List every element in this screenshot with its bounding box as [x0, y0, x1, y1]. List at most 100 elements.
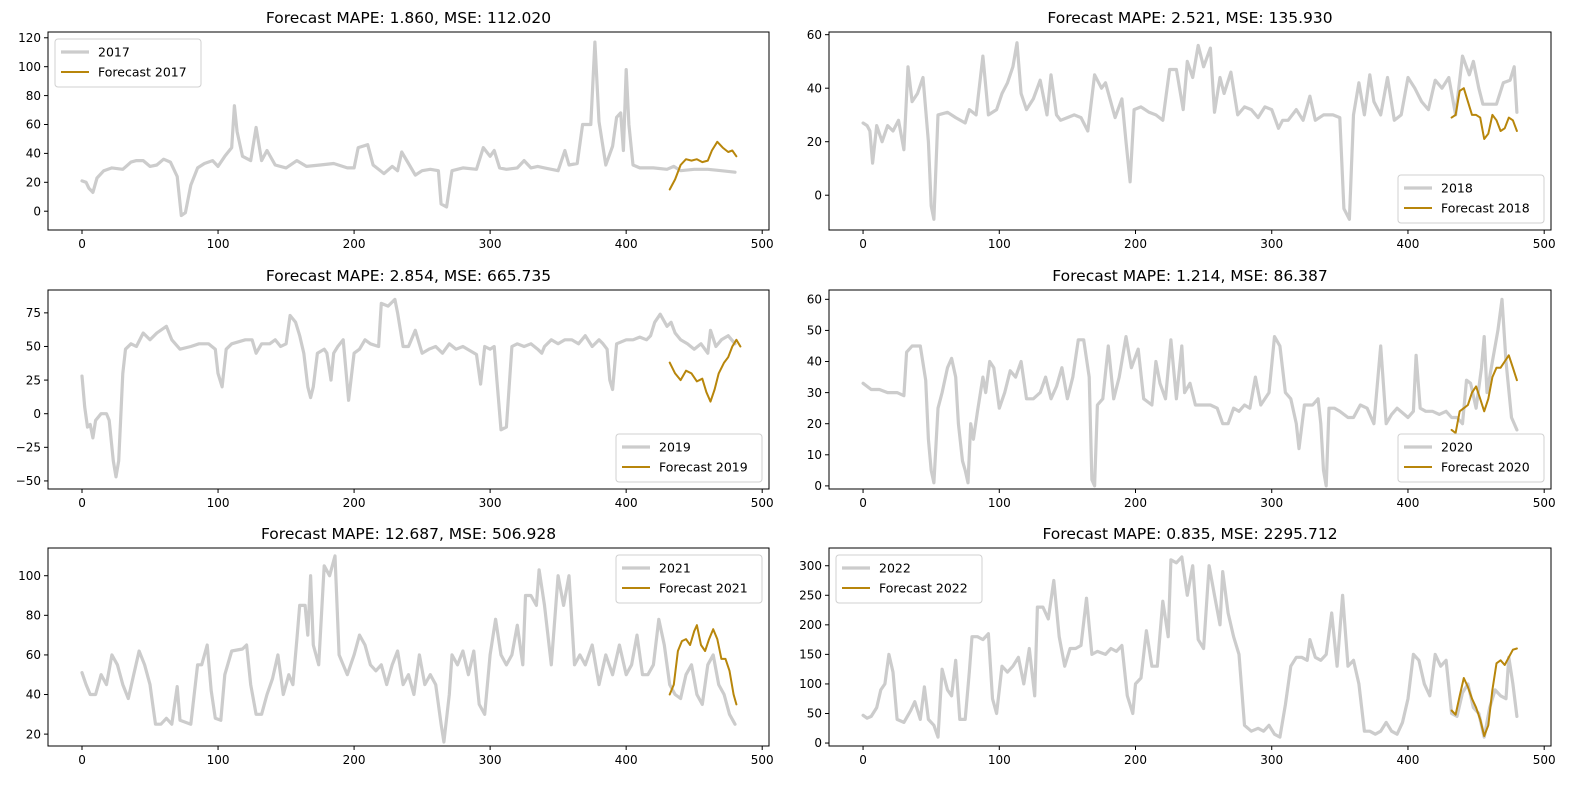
axes-frame [47, 31, 770, 231]
legend-label: Forecast 2020 [1441, 460, 1530, 475]
legend-label: Forecast 2021 [659, 581, 748, 596]
x-tick-label: 400 [1397, 753, 1420, 767]
y-tick-label: 100 [18, 569, 41, 583]
y-tick-label: 100 [18, 60, 41, 74]
legend-box [1397, 174, 1545, 224]
x-tick-label: 300 [1260, 496, 1283, 510]
x-tick-label: 300 [479, 753, 502, 767]
forecast-series-line [1450, 647, 1518, 737]
legend: 2018 Forecast 2018 [1397, 174, 1545, 224]
subplot-6: Forecast MAPE: 0.835, MSE: 2295.712 0 100 2… [799, 525, 1556, 767]
subplot-1: Forecast MAPE: 1.860, MSE: 112.020 0 100 20… [18, 9, 774, 251]
x-tick-label: 500 [1533, 753, 1556, 767]
legend-label: Forecast 2019 [659, 460, 748, 475]
x-tick-label: 500 [1533, 496, 1556, 510]
y-tick-label: 20 [26, 176, 41, 190]
x-tick-label: 400 [1397, 237, 1420, 251]
y-tick-label: 0 [814, 188, 822, 202]
y-tick-label: 0 [814, 736, 822, 750]
legend-box [1397, 433, 1545, 483]
y-tick-label: 20 [26, 727, 41, 741]
legend: 2017 Forecast 2017 [54, 38, 202, 88]
legend-box [835, 554, 983, 604]
x-tick-label: 100 [988, 237, 1011, 251]
x-tick-label: 0 [78, 496, 86, 510]
y-tick-label: 40 [26, 147, 41, 161]
legend-label: 2017 [98, 45, 130, 60]
y-tick-label: −25 [16, 441, 41, 455]
y-tick-label: 40 [807, 355, 822, 369]
actual-series-line [861, 41, 1519, 221]
x-tick-label: 200 [1124, 753, 1147, 767]
x-tick-label: 200 [343, 753, 366, 767]
actual-series-line [80, 297, 737, 479]
legend-label: 2020 [1441, 440, 1473, 455]
y-tick-label: 30 [807, 386, 822, 400]
y-tick-label: 100 [799, 677, 822, 691]
actual-series-line [80, 40, 737, 218]
actual-series-line [861, 555, 1519, 739]
x-tick-label: 0 [859, 496, 867, 510]
x-tick-label: 100 [988, 496, 1011, 510]
y-tick-label: 60 [26, 648, 41, 662]
x-tick-label: 200 [1124, 237, 1147, 251]
y-tick-label: 60 [26, 118, 41, 132]
subplot-2: Forecast MAPE: 2.521, MSE: 135.930 0 100 20… [807, 9, 1556, 251]
axes-frame [828, 289, 1552, 490]
legend-label: Forecast 2018 [1441, 201, 1530, 216]
axes-frame [47, 289, 770, 490]
forecast-series-line [1450, 354, 1518, 434]
x-tick-label: 300 [1260, 753, 1283, 767]
subplot-title: Forecast MAPE: 12.687, MSE: 506.928 [261, 525, 556, 543]
x-tick-label: 400 [615, 496, 638, 510]
y-tick-label: 75 [26, 306, 41, 320]
legend: 2022 Forecast 2022 [835, 554, 983, 604]
y-tick-label: 50 [807, 324, 822, 338]
x-tick-label: 500 [751, 753, 774, 767]
y-tick-label: 0 [814, 479, 822, 493]
legend-label: 2018 [1441, 181, 1473, 196]
x-tick-label: 400 [615, 753, 638, 767]
legend-label: 2021 [659, 561, 691, 576]
x-tick-label: 400 [1397, 496, 1420, 510]
legend-label: Forecast 2017 [98, 65, 187, 80]
x-tick-label: 500 [1533, 237, 1556, 251]
actual-series-line [80, 554, 737, 744]
legend-box [615, 554, 763, 604]
legend: 2019 Forecast 2019 [615, 433, 763, 483]
y-tick-label: 60 [807, 293, 822, 307]
x-tick-label: 200 [343, 237, 366, 251]
y-tick-label: 25 [26, 373, 41, 387]
subplot-5: Forecast MAPE: 12.687, MSE: 506.928 0 100 2… [18, 525, 774, 767]
y-tick-label: 20 [807, 135, 822, 149]
y-tick-label: 0 [33, 407, 41, 421]
x-tick-label: 200 [1124, 496, 1147, 510]
subplot-title: Forecast MAPE: 1.214, MSE: 86.387 [1052, 267, 1327, 285]
x-tick-label: 300 [479, 237, 502, 251]
y-tick-label: 40 [26, 688, 41, 702]
subplot-3: Forecast MAPE: 2.854, MSE: 665.735 0 100 20… [16, 267, 774, 510]
axes-frame [828, 547, 1552, 747]
forecast-series-line [1450, 87, 1518, 140]
y-tick-label: 250 [799, 588, 822, 602]
x-tick-label: 200 [343, 496, 366, 510]
forecast-series-line [668, 140, 738, 191]
subplot-title: Forecast MAPE: 2.521, MSE: 135.930 [1047, 9, 1332, 27]
y-tick-label: 40 [807, 81, 822, 95]
legend: 2020 Forecast 2020 [1397, 433, 1545, 483]
y-tick-label: −50 [16, 474, 41, 488]
forecast-series-line [668, 624, 738, 706]
x-tick-label: 100 [207, 753, 230, 767]
legend-label: 2019 [659, 440, 691, 455]
y-tick-label: 20 [807, 417, 822, 431]
x-tick-label: 500 [751, 496, 774, 510]
x-tick-label: 400 [615, 237, 638, 251]
y-tick-label: 10 [807, 448, 822, 462]
y-tick-label: 80 [26, 609, 41, 623]
x-tick-label: 300 [479, 496, 502, 510]
x-tick-label: 0 [78, 753, 86, 767]
x-tick-label: 0 [859, 753, 867, 767]
actual-series-line [861, 297, 1519, 488]
y-tick-label: 50 [26, 340, 41, 354]
